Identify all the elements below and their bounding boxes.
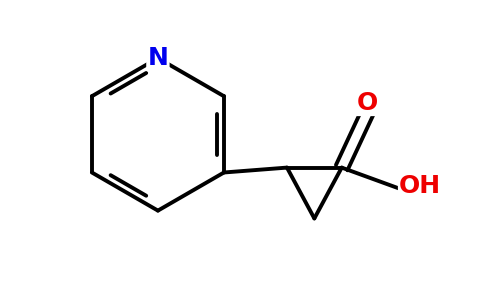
Text: OH: OH: [399, 174, 441, 198]
Text: O: O: [357, 91, 378, 115]
Text: N: N: [148, 46, 168, 70]
